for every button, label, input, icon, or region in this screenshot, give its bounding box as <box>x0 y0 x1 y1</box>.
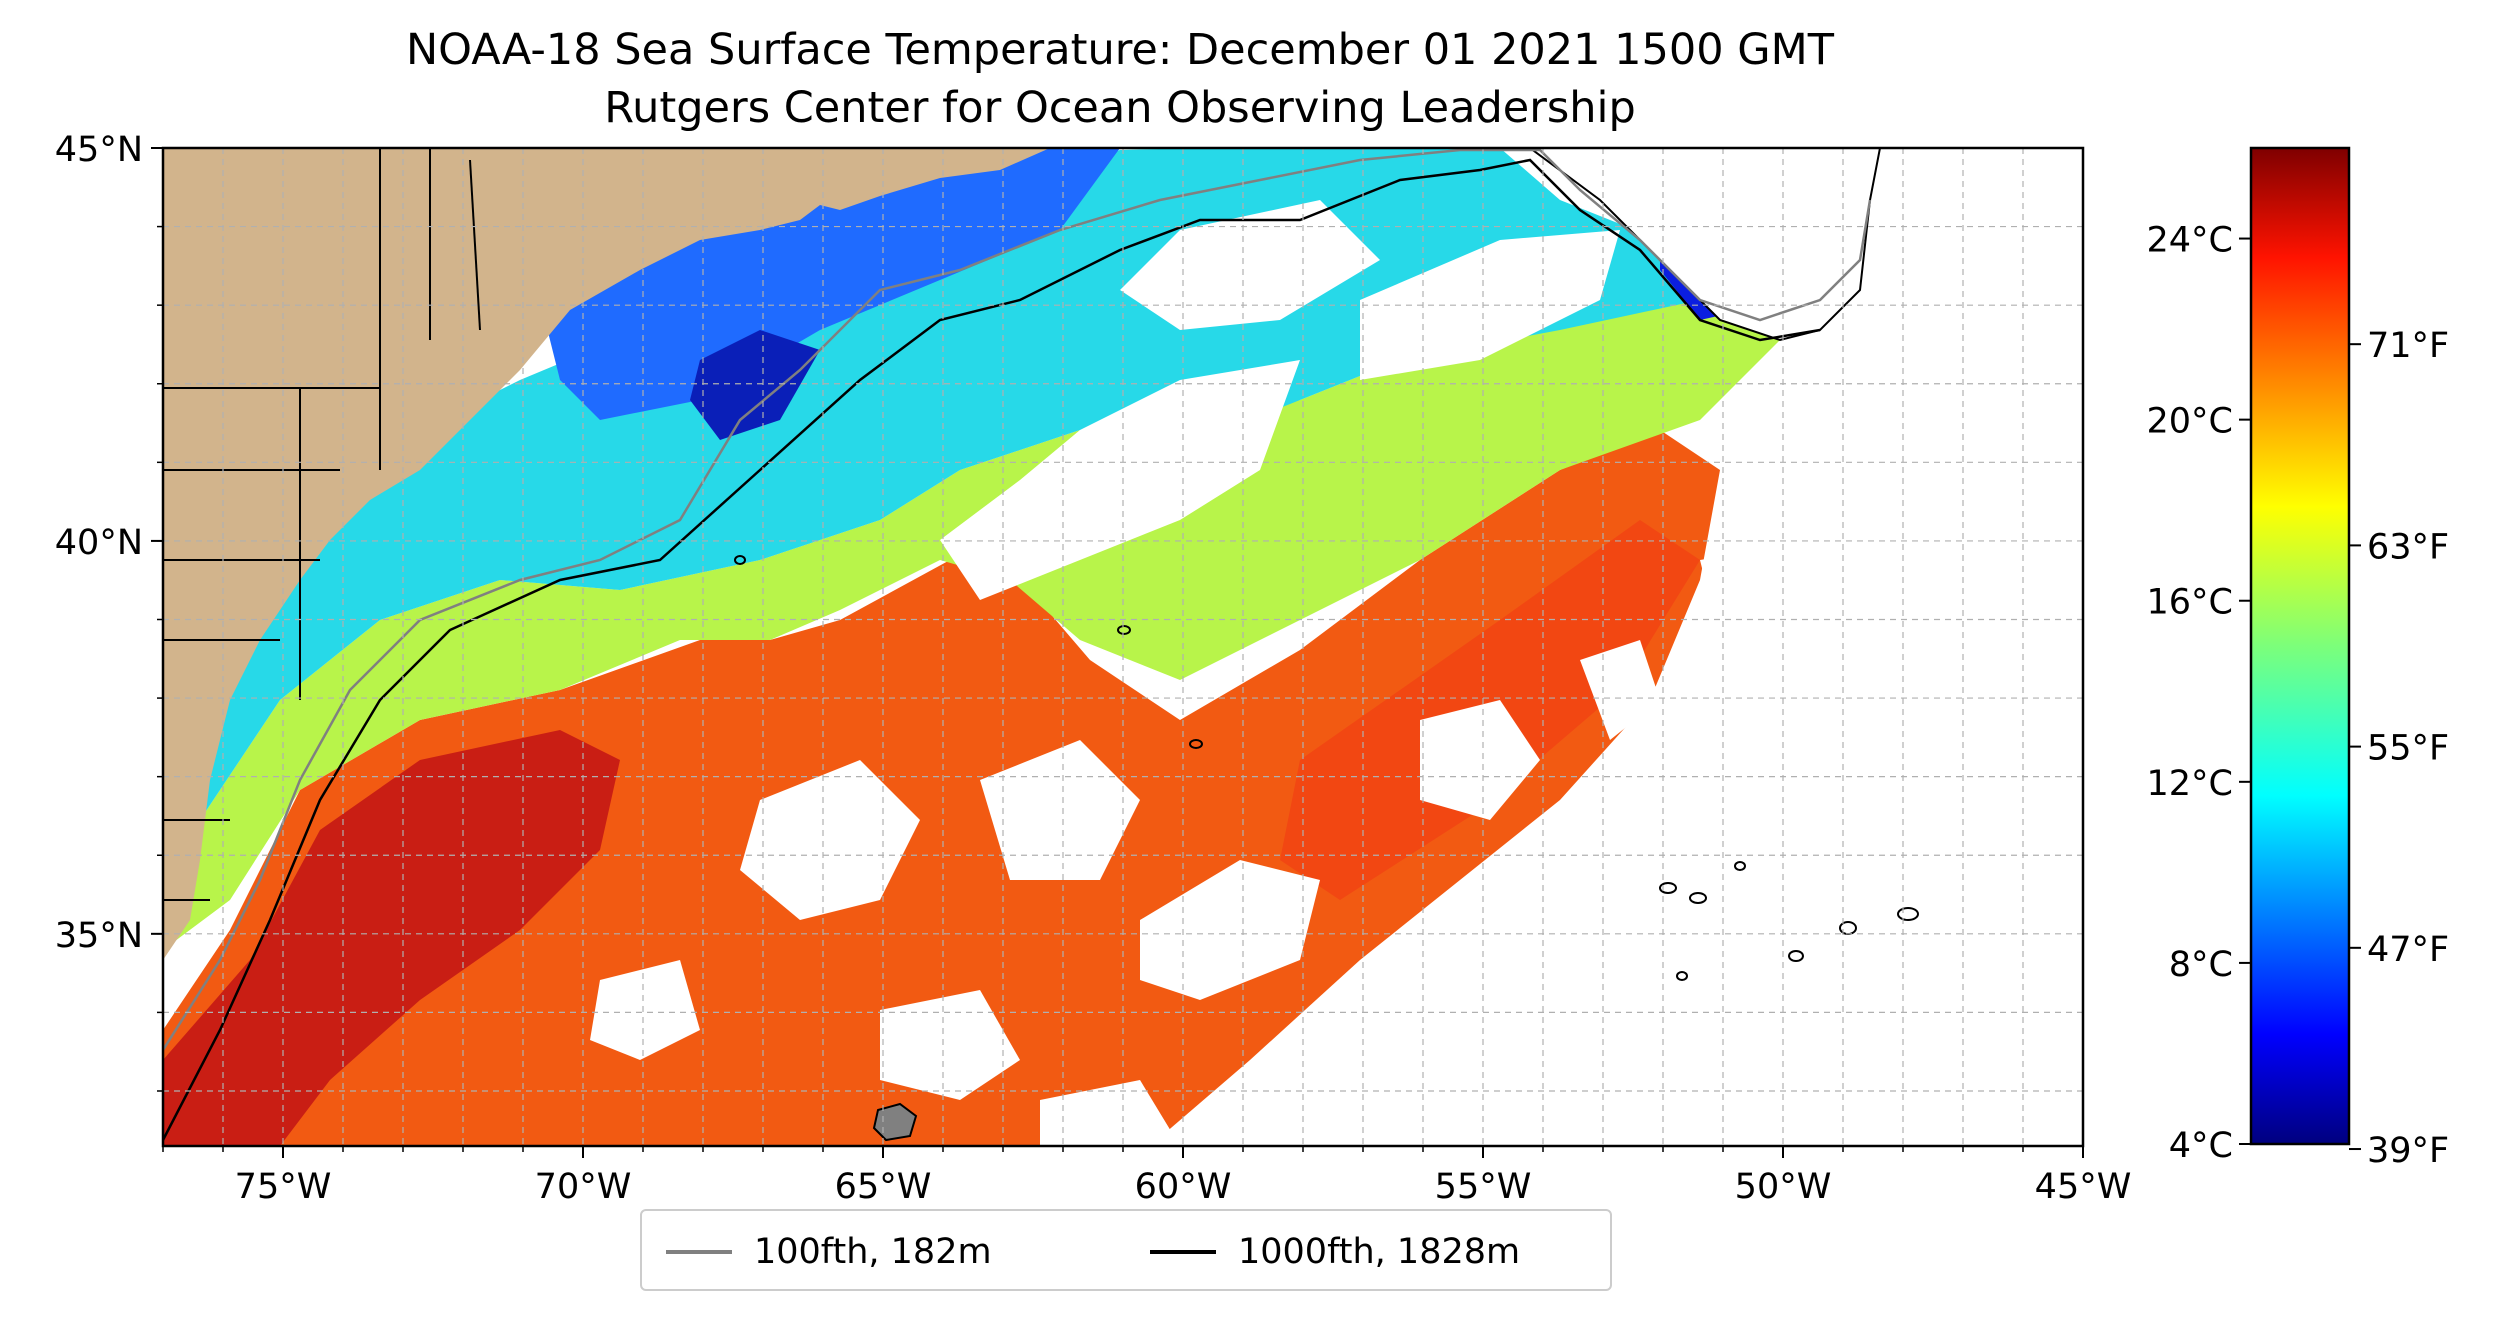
lon-tick-label: 50°W <box>1735 1167 1832 1207</box>
map-graticule <box>163 148 2083 1146</box>
colorbar-ticks: 4°C 8°C 12°C 16°C 20°C 24°C 39°F 47°F 55°F 63°F 71… <box>2147 221 2450 1171</box>
chart-subtitle: Rutgers Center for Ocean Observing Leade… <box>604 83 1636 133</box>
colorbar-f-label: 71°F <box>2367 326 2449 366</box>
state-borders <box>163 148 481 901</box>
colorbar-c-label: 24°C <box>2147 221 2233 261</box>
sst-shelf-water <box>163 230 1790 950</box>
lat-tick-label: 35°N <box>55 916 143 956</box>
chart-title: NOAA-18 Sea Surface Temperature: Decembe… <box>406 25 1834 75</box>
isobath-1000fth <box>163 158 1821 1141</box>
lon-tick-label: 75°W <box>235 1167 332 1207</box>
sst-coldest-water <box>690 330 820 440</box>
legend-line-100fth <box>666 1250 732 1254</box>
sst-warm-region <box>163 430 1720 1146</box>
map-axis-ticks: 75°W 70°W 65°W 60°W 55°W 50°W 45°W 45°N 40°N 35°N <box>55 130 2132 1207</box>
land-nova-scotia <box>780 148 1050 210</box>
lon-tick-label: 45°W <box>2035 1167 2132 1207</box>
colorbar-f-label: 63°F <box>2367 527 2449 567</box>
legend-label-1000fth: 1000fth, 1828m <box>1238 1232 1521 1272</box>
lat-tick-label: 45°N <box>55 130 143 170</box>
sst-warm-core <box>163 730 620 1146</box>
lon-tick-label: 55°W <box>1435 1167 1532 1207</box>
legend-label-100fth: 100fth, 182m <box>754 1232 992 1272</box>
lon-tick-label: 70°W <box>535 1167 632 1207</box>
legend-item-100fth: 100fth, 182m <box>666 1211 992 1293</box>
colorbar-c-label: 8°C <box>2169 945 2233 985</box>
colorbar-c-label: 16°C <box>2147 583 2233 623</box>
land-bermuda <box>872 1102 918 1142</box>
lon-tick-label: 60°W <box>1135 1167 1232 1207</box>
colorbar-c-label: 4°C <box>2169 1126 2233 1166</box>
colorbar-f-label: 47°F <box>2367 930 2449 970</box>
map-legend: 100fth, 182m 1000fth, 1828m <box>640 1209 1612 1291</box>
colorbar-f-label: 39°F <box>2367 1131 2449 1171</box>
colorbar <box>2249 146 2351 1146</box>
colorbar-c-label: 12°C <box>2147 764 2233 804</box>
legend-item-1000fth: 1000fth, 1828m <box>1150 1211 1520 1293</box>
lat-tick-label: 40°N <box>55 523 143 563</box>
legend-line-1000fth <box>1150 1250 1216 1254</box>
land-north-america <box>163 148 1050 960</box>
seamount-contours <box>734 555 1919 981</box>
sst-cold-water <box>540 148 1120 420</box>
colorbar-f-label: 55°F <box>2367 729 2449 769</box>
colorbar-c-label: 20°C <box>2147 402 2233 442</box>
isobath-100fth <box>163 148 1872 1051</box>
lon-tick-label: 65°W <box>835 1167 932 1207</box>
